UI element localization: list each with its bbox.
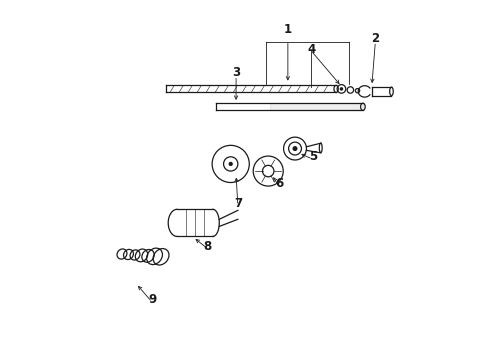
Text: 1: 1: [284, 23, 292, 36]
Text: 9: 9: [148, 293, 156, 306]
Text: 8: 8: [203, 240, 212, 253]
Circle shape: [340, 87, 343, 91]
Circle shape: [293, 147, 297, 150]
Text: 5: 5: [309, 150, 317, 163]
Text: 6: 6: [275, 177, 283, 190]
Text: 4: 4: [307, 43, 315, 56]
Text: 2: 2: [371, 32, 379, 45]
Text: 3: 3: [232, 66, 240, 79]
Text: 7: 7: [234, 197, 242, 210]
Circle shape: [229, 162, 232, 165]
